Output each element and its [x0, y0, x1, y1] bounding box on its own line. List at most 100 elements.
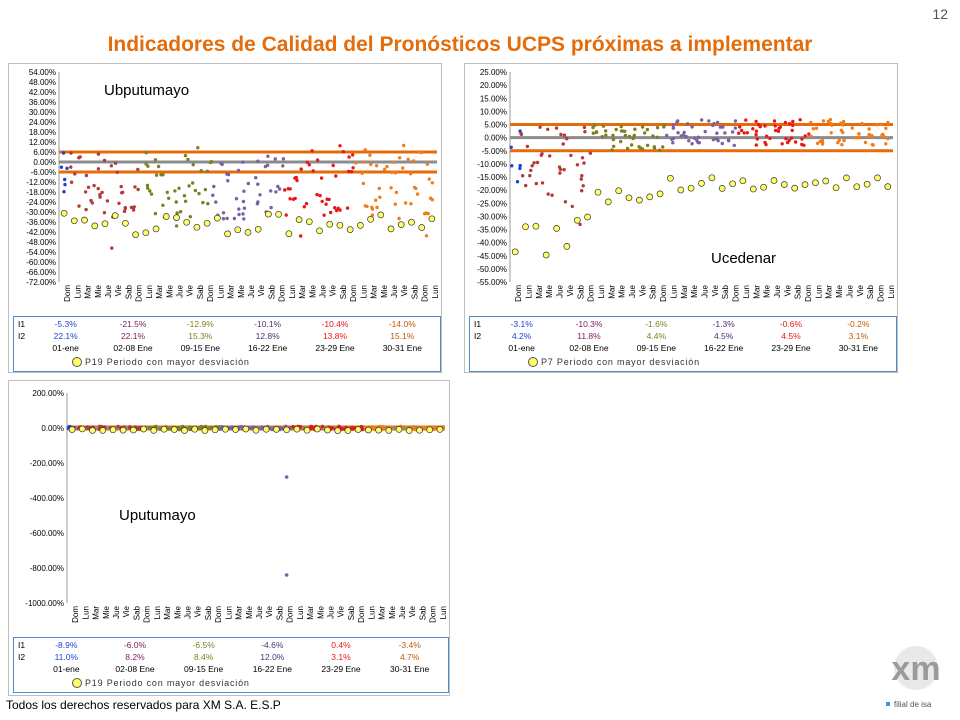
data-point [132, 205, 136, 209]
data-point [623, 129, 627, 133]
data-point [136, 167, 140, 172]
data-point [232, 216, 237, 221]
x-tick-label: Mar [92, 606, 101, 620]
indicator-value: 12.0% [260, 652, 285, 662]
data-point [84, 207, 88, 212]
data-point [153, 211, 158, 216]
data-point [886, 136, 890, 141]
x-tick-label: Sab [410, 284, 419, 299]
data-point [258, 193, 262, 197]
data-point [800, 137, 804, 141]
x-tick-label: Dom [357, 606, 366, 623]
data-point [665, 133, 669, 138]
indicator-value: -3.4% [398, 640, 421, 650]
x-tick-label: Mar [752, 285, 761, 299]
y-tick-label: -1000.00% [25, 599, 64, 608]
data-point [310, 149, 314, 153]
data-point [754, 129, 759, 133]
data-point [393, 202, 397, 206]
data-point [509, 145, 513, 149]
data-point [117, 201, 121, 205]
max-deviation-marker [718, 185, 726, 192]
data-point [196, 146, 200, 150]
x-tick-label: Mar [306, 606, 315, 620]
data-point [414, 186, 418, 191]
y-tick-label: 42.00% [29, 88, 56, 97]
data-point [580, 189, 584, 193]
data-point [727, 139, 731, 143]
data-point [671, 123, 675, 127]
data-point [604, 129, 608, 133]
chart-title: Ubputumayo [104, 82, 190, 99]
indicator-value: 8.4% [193, 652, 214, 662]
data-point [557, 165, 562, 169]
data-point [550, 193, 554, 197]
data-point [221, 217, 226, 221]
y-tick-label: -600.00% [30, 529, 64, 538]
x-tick-label: Jue [112, 605, 121, 618]
data-point [791, 119, 795, 124]
data-point [144, 151, 148, 155]
data-point [331, 163, 335, 168]
data-point [884, 142, 888, 146]
max-deviation-marker [357, 222, 364, 229]
x-tick-label: Dom [587, 285, 596, 302]
max-deviation-marker [615, 187, 623, 195]
data-point [201, 200, 205, 205]
data-point [768, 136, 772, 141]
max-deviation-marker [101, 220, 109, 228]
max-deviation-marker [553, 225, 560, 232]
data-point [788, 122, 792, 126]
indicator-value: 13.8% [322, 331, 348, 341]
data-point [510, 164, 514, 168]
x-tick-label: Sab [649, 284, 658, 299]
max-deviation-marker [408, 218, 415, 226]
data-point [154, 173, 159, 177]
data-point [389, 186, 393, 190]
max-deviation-marker [395, 426, 403, 433]
data-point [401, 166, 405, 170]
data-point [671, 126, 675, 130]
data-point [619, 124, 623, 129]
data-point [540, 181, 545, 185]
x-tick-label: Sab [204, 605, 213, 620]
data-point [131, 208, 136, 212]
indicator-value: -10.4% [321, 319, 349, 329]
max-deviation-marker [426, 426, 434, 434]
period-label: 02-08 Ene [115, 664, 155, 674]
data-point [320, 424, 325, 429]
data-point [645, 127, 650, 132]
data-point [148, 189, 152, 193]
data-point [354, 161, 358, 165]
data-point [127, 426, 132, 430]
max-deviation-marker [346, 226, 354, 233]
max-deviation-marker [428, 215, 436, 223]
data-point [69, 180, 74, 184]
max-deviation-marker [91, 222, 99, 230]
x-tick-label: Lun [669, 285, 678, 298]
data-point [671, 136, 676, 141]
data-point [385, 164, 389, 169]
data-point [867, 132, 871, 137]
data-point [582, 161, 586, 165]
x-tick-label: Mie [173, 605, 182, 618]
indicator-value: -4.6% [261, 640, 284, 650]
data-point [763, 140, 767, 145]
data-point [619, 139, 623, 144]
data-point [829, 131, 833, 135]
data-point [879, 122, 883, 126]
data-point [780, 142, 784, 146]
data-point [368, 153, 372, 157]
x-tick-label: Dom [286, 606, 295, 623]
max-deviation-marker [160, 425, 168, 433]
y-tick-label: -200.00% [30, 459, 64, 468]
data-point [256, 159, 260, 163]
x-tick-label: Jue [398, 605, 407, 618]
indicator-value: 4.5% [713, 331, 734, 341]
max-deviation-marker [303, 426, 311, 434]
legend-text: P19 Periodo con mayor desviación [85, 357, 250, 367]
data-point [715, 120, 720, 125]
y-tick-label: -55.00% [477, 278, 507, 287]
max-deviation-marker [365, 426, 372, 434]
data-point [720, 141, 724, 146]
